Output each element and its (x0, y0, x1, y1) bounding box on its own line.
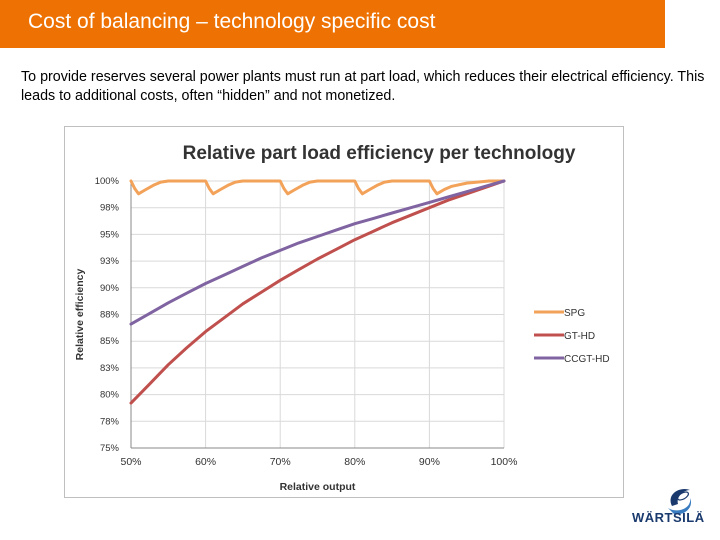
legend-label-gt-hd: GT-HD (564, 331, 595, 342)
slide-body-text: To provide reserves several power plants… (21, 69, 705, 104)
series-line-ccgt-hd (129, 179, 506, 326)
legend-label-ccgt-hd: CCGT-HD (564, 354, 610, 365)
efficiency-chart: Relative part load efficiency per techno… (64, 126, 624, 498)
y-tick-label: 90% (100, 283, 120, 294)
y-tick-label: 83% (100, 363, 120, 374)
y-tick-label: 80% (100, 390, 120, 401)
title-bar-extension (552, 0, 665, 48)
x-tick-label: 70% (270, 456, 291, 468)
series-line-gt-hd (129, 179, 506, 405)
legend-label-spg: SPG (564, 308, 585, 319)
x-tick-label: 60% (195, 456, 216, 468)
x-tick-label: 80% (344, 456, 365, 468)
x-tick-label: 90% (419, 456, 440, 468)
y-tick-label: 85% (100, 336, 120, 347)
y-tick-label: 88% (100, 310, 120, 321)
wartsila-logo-text: WÄRTSILÄ (632, 510, 705, 525)
y-tick-label: 98% (100, 203, 120, 214)
y-tick-label: 78% (100, 416, 120, 427)
y-tick-label: 93% (100, 256, 120, 267)
title-bar (0, 0, 552, 48)
x-tick-label: 100% (491, 456, 518, 468)
x-tick-label: 50% (120, 456, 141, 468)
y-tick-label: 75% (100, 443, 120, 454)
y-axis-label: Relative efficiency (74, 269, 86, 361)
chart-border (64, 126, 624, 498)
x-axis-label: Relative output (280, 481, 356, 493)
series-line-spg (129, 179, 506, 196)
chart-frame: Relative part load efficiency per techno… (64, 126, 624, 498)
wartsila-logo-icon (668, 488, 692, 515)
y-tick-label: 95% (100, 229, 120, 240)
chart-title: Relative part load efficiency per techno… (183, 143, 576, 164)
y-tick-label: 100% (95, 176, 120, 187)
slide-title: Cost of balancing – technology specific … (28, 10, 436, 33)
